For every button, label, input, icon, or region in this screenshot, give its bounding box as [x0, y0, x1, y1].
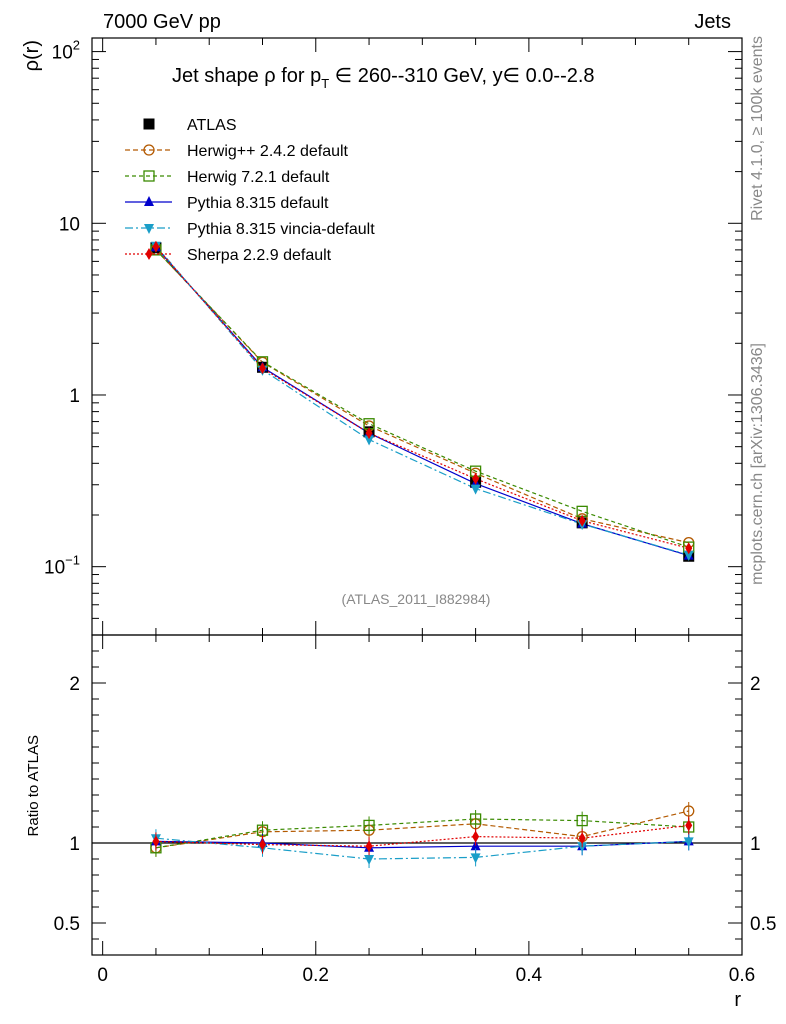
- y-tick-exponent: 2: [73, 38, 80, 53]
- ratio-point-4: [258, 838, 266, 851]
- x-tick-label: 0: [97, 965, 108, 986]
- ratio-line-2: [155, 840, 689, 849]
- ratio-point-4: [578, 832, 586, 845]
- ratio-point-4: [472, 830, 480, 843]
- bottom-panel-frame: [91, 634, 743, 956]
- legend-marker-3: [144, 196, 154, 206]
- series-line-2: [155, 246, 689, 557]
- ratio-point-3: [364, 855, 375, 865]
- series-point-4: [258, 362, 266, 375]
- ratio-point-1: [576, 814, 588, 827]
- legend-label-0: ATLAS: [187, 117, 237, 134]
- series-line-0: [155, 249, 689, 544]
- legend: ATLAS Herwig++ 2.4.2 default Herwig 7.2.1 …: [125, 117, 375, 264]
- legend-label-5: Sherpa 2.2.9 default: [187, 247, 332, 264]
- y-axis-label-bottom: Ratio to ATLAS: [25, 735, 42, 836]
- legend-label-3: Pythia 8.315 default: [187, 195, 329, 212]
- chart-title-sub: T: [321, 76, 329, 91]
- ratio-point-0: [683, 805, 695, 817]
- ratio-point-4: [152, 835, 160, 848]
- chart-title-a: Jet shape ρ for p: [172, 65, 321, 87]
- series-point-3: [683, 550, 694, 561]
- y-tick-label-top: 102: [52, 38, 80, 64]
- legend-marker-1: [143, 144, 155, 156]
- series-line-3: [155, 245, 689, 556]
- y-tick-base: 10: [52, 43, 73, 64]
- y-tick-label-bottom: 2: [69, 674, 80, 695]
- y-tick-label-top: 1: [69, 386, 80, 407]
- ratio-point-3: [470, 853, 481, 864]
- ratio-line-1: [155, 818, 689, 849]
- series-point-3: [470, 484, 481, 495]
- legend-label-2: Herwig 7.2.1 default: [187, 169, 330, 186]
- y-tick-label-top: 10: [59, 214, 80, 235]
- ratio-point-3: [683, 837, 694, 848]
- legend-marker-0: [143, 118, 155, 130]
- x-tick-label: 0.4: [516, 965, 543, 986]
- series-line-1: [155, 249, 689, 548]
- series-line-4: [155, 246, 689, 549]
- legend-marker-2: [143, 170, 155, 182]
- ratio-point-4: [685, 819, 693, 832]
- y-tick-label-bottom-right: 0.5: [750, 914, 776, 935]
- y-tick-base: 10: [44, 558, 65, 579]
- y-tick-label-top: 10−1: [44, 553, 80, 579]
- x-axis-label: r: [734, 989, 741, 1011]
- chart-title-b: ∈ 260--310 GeV, y∈ 0.0--2.8: [329, 65, 594, 87]
- legend-marker-4: [144, 224, 154, 234]
- series-point-3: [364, 435, 375, 446]
- series-point-4: [365, 427, 373, 440]
- y-axis-label-top: ρ(r): [21, 40, 43, 71]
- y-tick-exponent: −1: [65, 553, 80, 568]
- x-tick-label: 0.6: [729, 965, 755, 986]
- series-point-4: [685, 542, 693, 555]
- ratio-line-4: [155, 824, 689, 847]
- header-category: Jets: [694, 11, 731, 33]
- series-layer: [150, 240, 695, 868]
- series-point-4: [472, 472, 480, 485]
- x-tick-label: 0.2: [303, 965, 329, 986]
- chart-title: Jet shape ρ for pT ∈ 260--310 GeV, y∈ 0.…: [172, 65, 595, 91]
- header-energy: 7000 GeV pp: [103, 11, 221, 33]
- series-point-4: [152, 240, 160, 253]
- y-tick-label-bottom-right: 2: [750, 674, 761, 695]
- ratio-point-4: [365, 840, 373, 853]
- mcplots-reference: mcplots.cern.ch [arXiv:1306.3436]: [749, 343, 766, 585]
- y-tick-label-bottom-right: 1: [750, 834, 761, 855]
- ratio-line-0: [155, 810, 689, 849]
- ratio-point-1: [363, 819, 375, 832]
- ratio-line-3: [155, 837, 689, 860]
- series-point-4: [578, 514, 586, 527]
- analysis-tag: (ATLAS_2011_I882984): [342, 591, 491, 607]
- ratio-point-1: [469, 813, 482, 825]
- rivet-version: Rivet 4.1.0, ≥ 100k events: [749, 36, 766, 221]
- legend-marker-5: [145, 248, 153, 260]
- legend-label-1: Herwig++ 2.4.2 default: [187, 143, 349, 160]
- legend-label-4: Pythia 8.315 vincia-default: [187, 221, 375, 238]
- y-tick-label-bottom: 0.5: [54, 914, 80, 935]
- y-tick-label-bottom: 1: [69, 834, 80, 855]
